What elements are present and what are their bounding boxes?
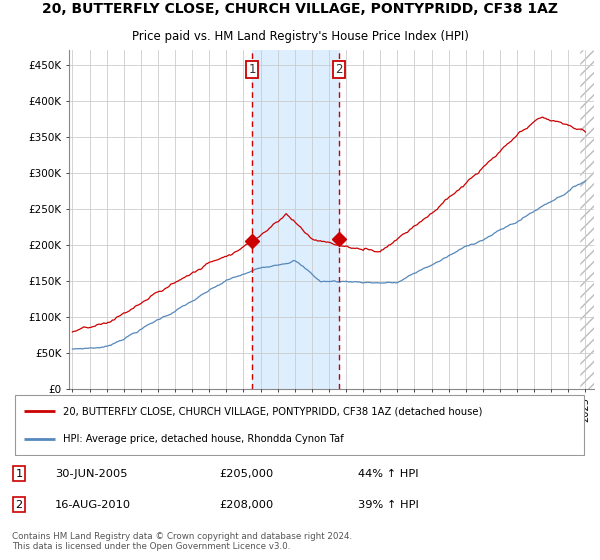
Text: 2: 2 [335,63,343,76]
Bar [252,50,339,389]
Text: 1: 1 [248,63,256,76]
Text: 20, BUTTERFLY CLOSE, CHURCH VILLAGE, PONTYPRIDD, CF38 1AZ: 20, BUTTERFLY CLOSE, CHURCH VILLAGE, PON… [42,2,558,16]
FancyBboxPatch shape [15,395,584,455]
Text: HPI: Average price, detached house, Rhondda Cynon Taf: HPI: Average price, detached house, Rhon… [62,434,343,444]
Bar [586,50,594,389]
Text: Price paid vs. HM Land Registry's House Price Index (HPI): Price paid vs. HM Land Registry's House … [131,30,469,43]
Text: Contains HM Land Registry data © Crown copyright and database right 2024.
This d: Contains HM Land Registry data © Crown c… [12,532,352,552]
Text: 30-JUN-2005: 30-JUN-2005 [55,469,128,479]
FancyBboxPatch shape [580,50,599,389]
Text: 16-AUG-2010: 16-AUG-2010 [55,500,131,510]
Text: 39% ↑ HPI: 39% ↑ HPI [358,500,418,510]
Text: 44% ↑ HPI: 44% ↑ HPI [358,469,418,479]
Text: 20, BUTTERFLY CLOSE, CHURCH VILLAGE, PONTYPRIDD, CF38 1AZ (detached house): 20, BUTTERFLY CLOSE, CHURCH VILLAGE, PON… [62,406,482,416]
Text: 1: 1 [15,469,23,479]
Text: £205,000: £205,000 [220,469,274,479]
Text: £208,000: £208,000 [220,500,274,510]
Text: 2: 2 [16,500,22,510]
